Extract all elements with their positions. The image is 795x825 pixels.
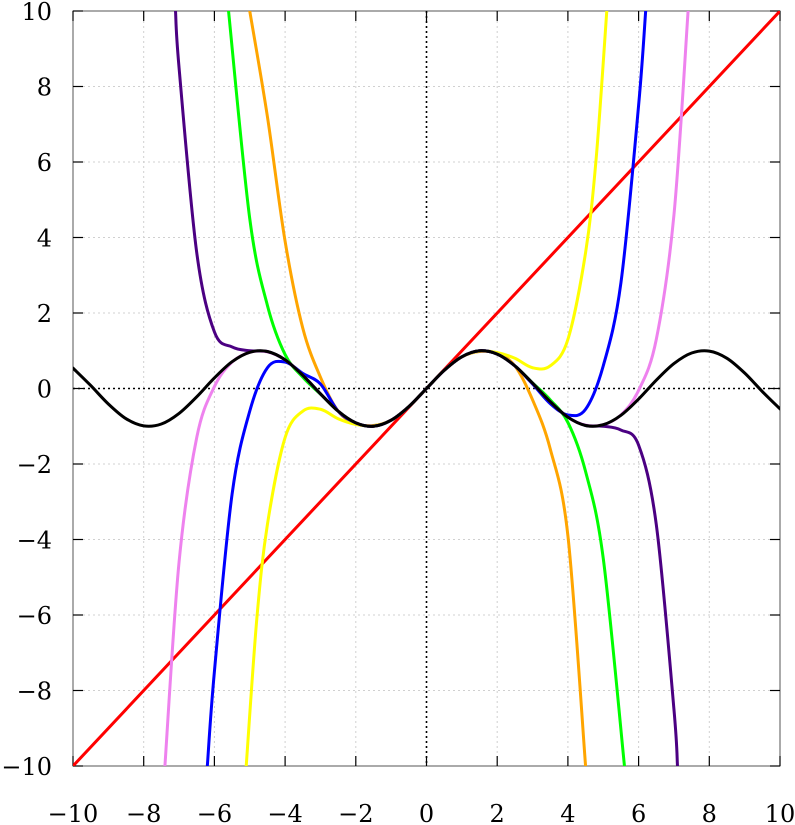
x-tick-label: 8 <box>702 800 717 825</box>
x-tick-label: −2 <box>338 800 373 825</box>
series-line-8 <box>73 349 780 428</box>
y-tick-label: −8 <box>17 678 52 706</box>
x-tick-label: 6 <box>631 800 646 825</box>
x-tick-label: −6 <box>197 800 232 825</box>
x-tick-label: 10 <box>765 800 795 825</box>
grid <box>73 11 780 766</box>
y-tick-label: 2 <box>37 300 52 328</box>
x-tick-label: 0 <box>419 800 434 825</box>
series-group <box>73 11 780 766</box>
x-tick-label: −10 <box>48 800 99 825</box>
y-tick-label: 8 <box>37 74 52 102</box>
x-tick-label: 2 <box>490 800 505 825</box>
y-tick-label: 4 <box>37 225 52 253</box>
y-tick-label: −6 <box>17 602 52 630</box>
x-tick-label: −8 <box>126 800 161 825</box>
y-tick-label: −4 <box>17 527 52 555</box>
x-tick-label: −4 <box>267 800 302 825</box>
y-tick-label: 10 <box>21 0 52 26</box>
y-tick-label: −2 <box>17 451 52 479</box>
y-tick-label: 6 <box>37 149 52 177</box>
y-tick-label: −10 <box>1 753 52 781</box>
y-tick-label: 0 <box>37 376 52 404</box>
axes <box>72 10 781 767</box>
x-tick-label: 4 <box>560 800 575 825</box>
